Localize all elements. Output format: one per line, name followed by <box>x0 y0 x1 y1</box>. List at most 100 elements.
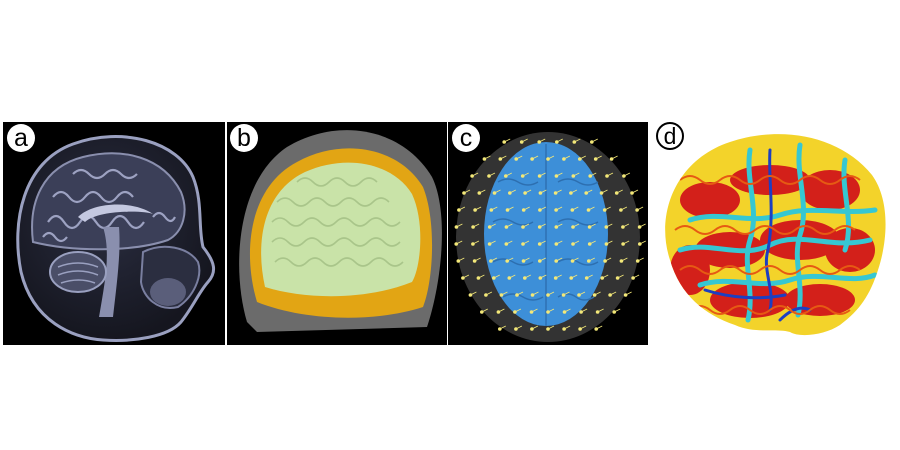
sensor-point <box>554 225 559 229</box>
sensor-tick <box>572 240 580 245</box>
sensor-tick <box>604 206 611 211</box>
sensor-tick <box>456 223 463 228</box>
sensor-tick <box>556 138 563 143</box>
sensor-point <box>635 208 639 212</box>
sensor-tick <box>471 172 479 177</box>
sensor-tick <box>556 223 563 228</box>
sensor-tick <box>563 325 571 330</box>
sensor-point <box>554 208 558 212</box>
sensor-tick <box>488 172 496 177</box>
panel-label-a: a <box>7 124 35 152</box>
sensor-tick <box>462 274 470 279</box>
sensor-point <box>554 242 559 246</box>
sensor-tick <box>556 257 563 262</box>
sensor-tick <box>586 274 593 279</box>
sensor-point <box>638 242 642 246</box>
sensor-tick <box>494 189 501 194</box>
sensor-point <box>480 310 484 314</box>
mri-sagittal-image <box>3 122 225 345</box>
sensor-point <box>587 225 592 229</box>
sensor-tick <box>485 291 493 296</box>
sensor-point <box>578 157 582 161</box>
sensor-tick <box>472 240 480 245</box>
sensor-point <box>562 157 566 161</box>
sensor-tick <box>586 189 593 194</box>
sensor-tick <box>531 155 539 160</box>
sensor-point <box>502 140 506 144</box>
panel-a-mri-sagittal <box>3 122 225 345</box>
sensor-point <box>578 327 582 331</box>
gyri-folds <box>42 168 176 243</box>
sensor-tick <box>595 155 602 160</box>
sensor-tick <box>637 257 644 262</box>
sensor-tick <box>474 257 481 262</box>
sensor-point <box>513 310 517 314</box>
cortical-curvature-image <box>650 120 898 350</box>
sensor-tick <box>547 291 555 296</box>
sensor-tick <box>573 172 580 177</box>
sensor-tick <box>574 138 581 143</box>
sensor-point <box>608 293 612 297</box>
sensor-tick <box>578 291 586 296</box>
sensor-tick <box>570 189 578 194</box>
sensor-point <box>530 157 534 161</box>
sensor-tick <box>481 308 488 313</box>
sensor-tick <box>631 189 639 194</box>
sensor-tick <box>479 189 486 194</box>
sensor-point <box>538 259 542 263</box>
sensor-tick <box>540 189 547 194</box>
sensor-tick <box>531 325 539 330</box>
sensor-point <box>555 140 559 144</box>
sensor-tick <box>589 223 596 228</box>
sensor-tick <box>470 291 477 296</box>
sensor-tick <box>539 223 546 228</box>
sensor-tick <box>521 138 528 143</box>
panel-c-sensor-montage <box>448 122 648 345</box>
sensor-tick <box>505 172 512 177</box>
sensor-tick <box>616 189 623 194</box>
sensor-tick <box>602 274 609 279</box>
sensor-point <box>508 191 512 195</box>
sensor-tick <box>596 325 603 330</box>
sensor-point <box>538 191 543 195</box>
sensor-point <box>523 276 527 280</box>
sensor-tick <box>579 155 586 160</box>
sensor-tick <box>531 308 538 313</box>
sensor-point <box>569 191 573 195</box>
sensor-tick <box>506 240 513 245</box>
panel-b-head-model <box>227 122 447 345</box>
brainstem <box>99 227 120 317</box>
panel-label-d: d <box>656 122 684 150</box>
sensor-tick <box>484 155 491 160</box>
sensor-point <box>498 327 502 331</box>
sensor-point <box>456 259 461 263</box>
sensor-point <box>504 242 509 246</box>
sensor-tick <box>522 240 530 245</box>
sensor-point <box>572 140 577 144</box>
sensor-tick <box>621 257 628 262</box>
sensor-tick <box>516 155 523 160</box>
sensor-tick <box>523 206 530 211</box>
sensor-tick <box>524 189 532 194</box>
sensor-tick <box>547 308 555 313</box>
sensor-tick <box>606 172 614 177</box>
sensor-tick <box>589 240 596 245</box>
sensor-tick <box>507 206 514 211</box>
sensor-tick <box>489 240 496 245</box>
sensor-tick <box>588 206 595 211</box>
sensor-tick <box>555 189 562 194</box>
sensor-tick <box>493 274 500 279</box>
sensor-tick <box>597 308 604 313</box>
cortex-surface <box>665 134 886 336</box>
sensor-tick <box>540 274 547 279</box>
sensor-tick <box>580 308 588 313</box>
sensor-tick <box>478 274 485 279</box>
sensor-tick <box>609 291 617 296</box>
sensor-point <box>623 293 628 297</box>
sensor-point <box>504 174 508 178</box>
sensor-tick <box>489 223 496 228</box>
sensor-point <box>562 327 566 331</box>
sensor-point <box>530 327 534 331</box>
brain-surface <box>261 162 421 297</box>
sensor-tick <box>500 155 507 160</box>
